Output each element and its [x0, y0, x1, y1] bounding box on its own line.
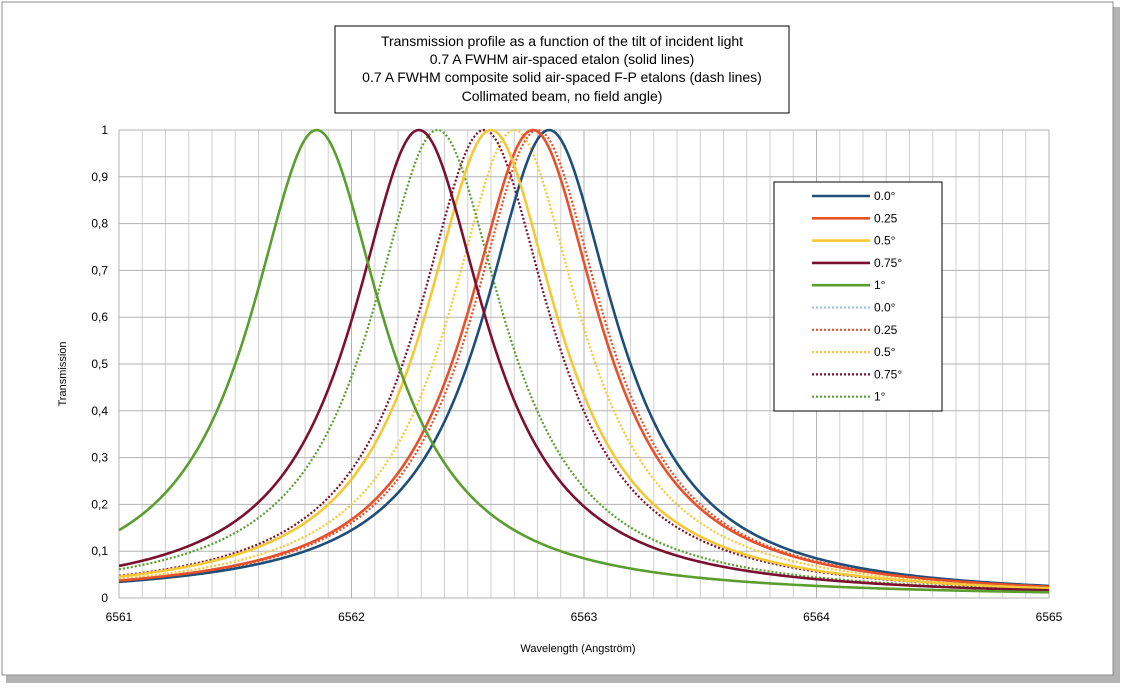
chart-title-line-3: 0.7 A FWHM composite solid air-spaced F-…	[362, 69, 762, 85]
legend-label: 0.25	[874, 323, 898, 337]
chart-title-line-2: 0.7 A FWHM air-spaced etalon (solid line…	[430, 51, 695, 67]
y-tick-label: 0,2	[91, 497, 108, 511]
legend-label: 0.75°	[874, 256, 902, 270]
legend-label: 1°	[874, 278, 886, 292]
y-tick-labels: 0 0,1 0,2 0,3 0,4 0,5 0,6 0,7 0,8 0,9 1	[91, 123, 108, 605]
series-line-solid-0	[118, 128, 1050, 588]
series-line-solid-4	[118, 128, 1050, 594]
series-lines	[118, 128, 1050, 594]
x-tick-label: 6564	[803, 610, 830, 624]
y-tick-label: 0,3	[91, 451, 108, 465]
chart-title-line-4: Collimated beam, no field angle)	[462, 88, 663, 104]
y-tick-label: 0,9	[91, 170, 108, 184]
legend-label: 0.0°	[874, 301, 896, 315]
y-tick-label: 0,5	[91, 357, 108, 371]
x-tick-label: 6561	[106, 610, 133, 624]
series-line-solid-2	[118, 128, 1050, 590]
x-tick-label: 6565	[1036, 610, 1063, 624]
y-axis-title: Transmission	[57, 342, 69, 407]
y-tick-label: 0,6	[91, 310, 108, 324]
y-tick-label: 0	[101, 591, 108, 605]
chart-title-line-1: Transmission profile as a function of th…	[381, 33, 743, 49]
y-tick-label: 0,8	[91, 217, 108, 231]
legend: 0.0° 0.25 0.5° 0.75° 1° 0.0° 0.25 0.5° 0.75° 1°	[812, 189, 902, 404]
y-tick-label: 0,1	[91, 544, 108, 558]
legend-label: 0.75°	[874, 367, 902, 381]
title-box	[334, 25, 790, 114]
series-line-dotted-7	[118, 128, 1050, 589]
legend-box	[773, 181, 943, 412]
series-line-dotted-9	[118, 128, 1050, 591]
y-tick-label: 0,4	[91, 404, 108, 418]
series-line-solid-3	[118, 128, 1050, 592]
series-line-dotted-8	[118, 128, 1050, 590]
legend-label: 0.0°	[874, 189, 896, 203]
series-line-solid-1	[118, 128, 1050, 588]
legend-label: 0.5°	[874, 234, 896, 248]
x-tick-label: 6563	[571, 610, 598, 624]
y-tick-label: 1	[101, 123, 108, 137]
x-tick-labels: 6561 6562 6563 6564 6565	[106, 610, 1063, 624]
legend-label: 0.25	[874, 211, 898, 225]
legend-label: 0.5°	[874, 345, 896, 359]
x-tick-label: 6562	[338, 610, 365, 624]
x-axis-title: Wavelength (Angström)	[520, 643, 635, 655]
legend-label: 1°	[874, 390, 886, 404]
y-tick-label: 0,7	[91, 263, 108, 277]
